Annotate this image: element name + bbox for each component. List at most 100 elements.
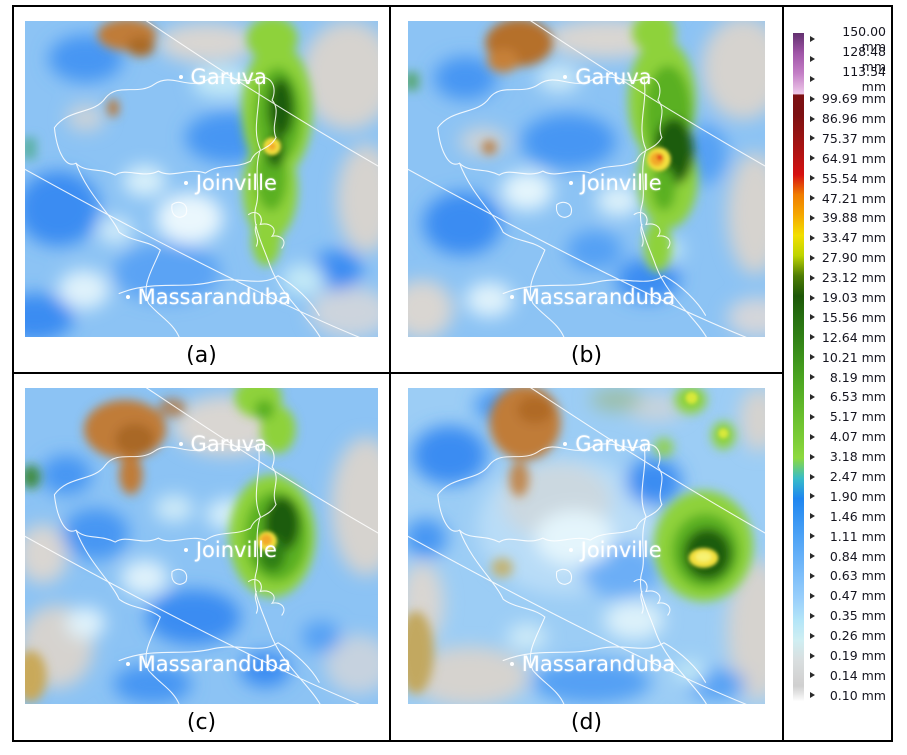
city-marker-dot: [568, 548, 573, 553]
city-name: Joinville: [195, 171, 277, 196]
legend-value: 64.91 mm: [821, 150, 886, 166]
legend-entry: 3.18 mm: [810, 447, 886, 467]
tick-arrow-icon: [810, 294, 815, 301]
tick-arrow-icon: [810, 692, 815, 699]
legend-entry: 75.37 mm: [810, 128, 886, 148]
panel-caption-a: (a): [186, 343, 217, 368]
legend-value: 8.19 mm: [829, 369, 886, 385]
city-label-joinville: Joinville: [568, 171, 662, 196]
precipitation-raster-c: [25, 388, 378, 704]
legend-value: 6.53 mm: [829, 389, 886, 405]
legend-entry: 23.12 mm: [810, 268, 886, 288]
tick-arrow-icon: [810, 35, 815, 42]
legend-value: 150.00 mm: [842, 23, 886, 54]
legend-entry: 10.21 mm: [810, 347, 886, 367]
legend-entry: 55.54 mm: [810, 168, 886, 188]
legend-entry: 33.47 mm: [810, 228, 886, 248]
legend-entry: 150.00 mm: [810, 24, 886, 54]
city-marker-dot: [563, 441, 568, 446]
tick-arrow-icon: [810, 334, 815, 341]
legend-value: 2.47 mm: [829, 469, 886, 485]
map-panel-a: Garuva Joinville Massaranduba: [25, 21, 378, 337]
tick-arrow-icon: [810, 155, 815, 162]
legend-entry: 12.64 mm: [810, 327, 886, 347]
legend-value: 0.26 mm: [829, 628, 886, 644]
precipitation-raster-b: [408, 21, 765, 337]
city-name: Joinville: [580, 171, 662, 196]
legend-value: 0.35 mm: [829, 608, 886, 624]
city-label-massaranduba: Massaranduba: [509, 651, 676, 676]
legend-value: 33.47 mm: [821, 230, 886, 246]
city-label-massaranduba: Massaranduba: [125, 285, 291, 309]
legend-value: 19.03 mm: [821, 290, 886, 306]
tick-arrow-icon: [810, 274, 815, 281]
panel-c: Garuva Joinville Massaranduba (c): [14, 374, 391, 740]
tick-arrow-icon: [810, 413, 815, 420]
panel-d: Garuva Joinville Massaranduba (d): [391, 374, 784, 740]
legend-entry: 39.88 mm: [810, 208, 886, 228]
legend-value: 4.07 mm: [829, 429, 886, 445]
tick-arrow-icon: [810, 453, 815, 460]
city-label-garuva: Garuva: [563, 65, 652, 89]
tick-arrow-icon: [810, 433, 815, 440]
legend-entries: 150.00 mm 128.48 mm 113.54 mm 99.69 mm 86.96…: [810, 24, 886, 705]
legend-entry: 99.69 mm: [810, 89, 886, 109]
city-name: Massaranduba: [521, 284, 676, 309]
city-label-joinville: Joinville: [183, 171, 277, 196]
precipitation-raster-a: [25, 21, 378, 337]
panel-caption-b: (b): [570, 343, 603, 368]
tick-arrow-icon: [810, 55, 815, 62]
city-label-joinville: Joinville: [568, 538, 662, 562]
panel-b: Garuva Joinville Massaranduba (b): [391, 7, 784, 374]
tick-arrow-icon: [810, 374, 815, 381]
city-marker-dot: [509, 294, 514, 299]
panel-caption-c: (c): [186, 710, 217, 735]
tick-arrow-icon: [810, 175, 815, 182]
tick-arrow-icon: [810, 493, 815, 500]
legend-entry: 0.26 mm: [810, 626, 886, 646]
tick-arrow-icon: [810, 254, 815, 261]
legend-entry: 0.10 mm: [810, 685, 886, 705]
tick-arrow-icon: [810, 473, 815, 480]
legend-entry: 4.07 mm: [810, 427, 886, 447]
legend-entry: 128.48 mm: [810, 44, 886, 74]
city-marker-dot: [183, 181, 188, 186]
legend-entry: 0.47 mm: [810, 586, 886, 606]
legend-entry: 6.53 mm: [810, 387, 886, 407]
legend-entry: 0.84 mm: [810, 546, 886, 566]
city-marker-dot: [563, 74, 568, 79]
tick-arrow-icon: [810, 612, 815, 619]
legend-value: 0.19 mm: [829, 648, 886, 664]
city-name: Massaranduba: [521, 651, 676, 676]
city-name: Garuva: [575, 431, 652, 456]
panel-a: Garuva Joinville Massaranduba (a): [14, 7, 391, 374]
legend-entry: 1.90 mm: [810, 486, 886, 506]
legend-value: 23.12 mm: [821, 270, 886, 286]
legend-value: 86.96 mm: [821, 111, 886, 126]
panel-caption-d: (d): [570, 710, 603, 735]
tick-arrow-icon: [810, 195, 815, 202]
legend-entry: 8.19 mm: [810, 367, 886, 387]
city-label-joinville: Joinville: [183, 538, 277, 562]
legend-entry: 64.91 mm: [810, 148, 886, 168]
legend-value: 1.46 mm: [829, 508, 886, 524]
legend-value: 75.37 mm: [821, 130, 886, 146]
legend-value: 27.90 mm: [821, 250, 886, 266]
legend-entry: 27.90 mm: [810, 248, 886, 268]
legend-value: 55.54 mm: [821, 170, 886, 186]
legend-value: 3.18 mm: [829, 449, 886, 465]
city-name: Massaranduba: [137, 651, 291, 676]
legend-value: 39.88 mm: [821, 210, 886, 226]
legend-entry: 0.19 mm: [810, 646, 886, 666]
legend-entry: 5.17 mm: [810, 407, 886, 427]
tick-arrow-icon: [810, 533, 815, 540]
legend-value: 0.14 mm: [829, 667, 886, 683]
legend-value: 113.54 mm: [842, 63, 886, 94]
legend-entry: 86.96 mm: [810, 109, 886, 129]
legend-entry: 19.03 mm: [810, 288, 886, 308]
legend-value: 0.47 mm: [829, 588, 886, 604]
tick-arrow-icon: [810, 95, 815, 102]
map-panel-c: Garuva Joinville Massaranduba: [25, 388, 378, 704]
city-marker-dot: [509, 661, 514, 666]
city-marker-dot: [125, 661, 130, 666]
